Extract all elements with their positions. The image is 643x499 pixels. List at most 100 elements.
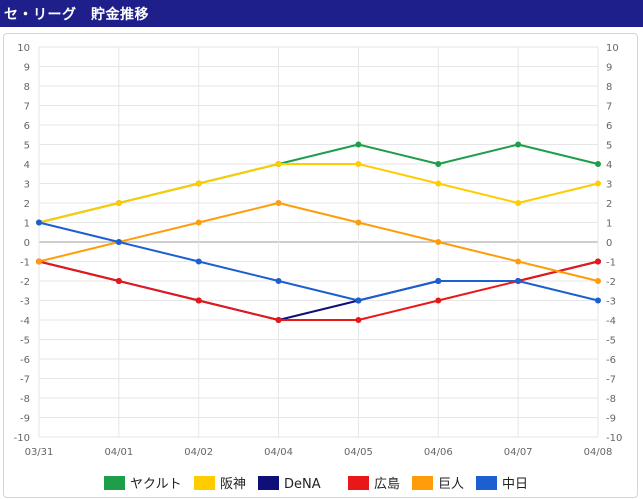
- legend-label: 巨人: [438, 477, 464, 492]
- y-tick-label-right: 7: [606, 102, 612, 113]
- data-point-巨人: [355, 219, 362, 226]
- y-tick-label-left: 6: [24, 121, 30, 132]
- series-line-広島: [38, 260, 599, 321]
- page-title: セ・リーグ 貯金推移: [4, 7, 149, 23]
- y-tick-label-right: 1: [606, 219, 612, 230]
- y-tick-label-left: -4: [20, 316, 30, 327]
- legend-swatch: [104, 476, 125, 490]
- y-tick-label-right: -10: [606, 433, 622, 444]
- data-point-中日: [36, 219, 42, 226]
- y-tick-label-left: 9: [24, 63, 30, 74]
- x-tick-label: 04/04: [264, 447, 293, 458]
- y-tick-label-right: -5: [606, 336, 616, 347]
- x-axis: 03/31 04/01 04/02 04/04 04/05 04/06 04/07 04/08: [25, 447, 613, 458]
- data-point-中日: [355, 297, 362, 304]
- data-point-中日: [275, 278, 282, 284]
- y-tick-label-right: 0: [606, 238, 612, 249]
- x-tick-label: 04/01: [104, 447, 133, 458]
- series-line-阪神: [38, 163, 599, 224]
- data-point-阪神: [195, 180, 202, 187]
- y-tick-label-right: -4: [606, 316, 616, 327]
- y-tick-label-right: -8: [606, 394, 616, 405]
- y-tick-label-left: 10: [17, 43, 30, 54]
- series-points: [36, 141, 601, 323]
- y-tick-label-left: 0: [24, 238, 30, 249]
- y-tick-label-right: 2: [606, 199, 612, 210]
- y-tick-label-left: -10: [14, 433, 30, 444]
- data-point-ヤクルト: [355, 141, 362, 148]
- legend-swatch: [258, 476, 279, 490]
- data-point-広島: [595, 258, 601, 265]
- legend-label: DeNA: [284, 477, 321, 492]
- x-tick-label: 04/05: [344, 447, 373, 458]
- data-point-中日: [435, 278, 442, 284]
- data-point-阪神: [435, 180, 442, 187]
- y-tick-label-right: -2: [606, 277, 616, 288]
- y-tick-label-right: -1: [606, 258, 616, 269]
- y-tick-label-left: 2: [24, 199, 30, 210]
- y-tick-label-right: 6: [606, 121, 612, 132]
- y-tick-label-right: 10: [606, 43, 619, 54]
- y-tick-label-left: -3: [20, 297, 30, 308]
- x-tick-label: 04/02: [184, 447, 213, 458]
- data-point-ヤクルト: [435, 161, 442, 167]
- data-point-阪神: [355, 161, 362, 167]
- data-point-阪神: [515, 200, 522, 206]
- data-point-巨人: [36, 258, 42, 265]
- y-tick-label-right: 5: [606, 141, 612, 152]
- legend-item-ヤクルト[interactable]: ヤクルト: [104, 476, 182, 492]
- data-point-阪神: [115, 200, 122, 206]
- y-tick-label-right: -6: [606, 355, 616, 366]
- legend-item-DeNA[interactable]: DeNA: [258, 476, 321, 492]
- grid-lines: [38, 46, 599, 438]
- y-tick-label-right: -9: [606, 414, 616, 425]
- data-point-巨人: [595, 278, 601, 284]
- y-tick-label-right: 4: [606, 160, 612, 171]
- legend-label: 阪神: [220, 477, 246, 492]
- data-point-中日: [195, 258, 202, 265]
- data-point-広島: [275, 317, 282, 323]
- legend-item-広島[interactable]: 広島: [348, 476, 400, 492]
- y-tick-label-right: -3: [606, 297, 616, 308]
- series-line-巨人: [38, 202, 599, 282]
- legend-label: 広島: [374, 477, 400, 492]
- y-tick-label-right: -7: [606, 375, 616, 386]
- series-line-中日: [38, 221, 599, 302]
- y-tick-label-left: -7: [20, 375, 30, 386]
- y-tick-label-left: -1: [20, 258, 30, 269]
- legend-item-巨人[interactable]: 巨人: [412, 476, 464, 492]
- x-tick-label: 03/31: [25, 447, 54, 458]
- data-point-巨人: [195, 219, 202, 226]
- y-tick-label-left: 8: [24, 82, 30, 93]
- series-lines: [38, 143, 599, 321]
- title-bar: セ・リーグ 貯金推移: [0, 0, 643, 27]
- y-tick-label-right: 8: [606, 82, 612, 93]
- y-tick-label-right: 3: [606, 180, 612, 191]
- legend-label: ヤクルト: [130, 477, 182, 492]
- legend-label: 中日: [502, 477, 528, 492]
- data-point-巨人: [275, 200, 282, 206]
- y-tick-label-left: 5: [24, 141, 30, 152]
- data-point-阪神: [595, 180, 601, 187]
- legend-swatch: [194, 476, 215, 490]
- legend[interactable]: ヤクルト 阪神 DeNA 広島 巨人 中日: [104, 476, 528, 492]
- data-point-ヤクルト: [515, 141, 522, 148]
- data-point-広島: [435, 297, 442, 304]
- y-tick-label-left: -6: [20, 355, 30, 366]
- x-tick-label: 04/08: [584, 447, 613, 458]
- data-point-広島: [355, 317, 362, 323]
- y-tick-label-left: -5: [20, 336, 30, 347]
- y-tick-label-left: 4: [24, 160, 30, 171]
- data-point-阪神: [275, 161, 282, 167]
- legend-item-中日[interactable]: 中日: [476, 476, 528, 492]
- legend-swatch: [476, 476, 497, 490]
- data-point-巨人: [435, 239, 442, 245]
- data-point-広島: [115, 278, 122, 284]
- y-tick-label-left: 3: [24, 180, 30, 191]
- data-point-巨人: [515, 258, 522, 265]
- legend-item-阪神[interactable]: 阪神: [194, 476, 246, 492]
- y-tick-label-left: -9: [20, 414, 30, 425]
